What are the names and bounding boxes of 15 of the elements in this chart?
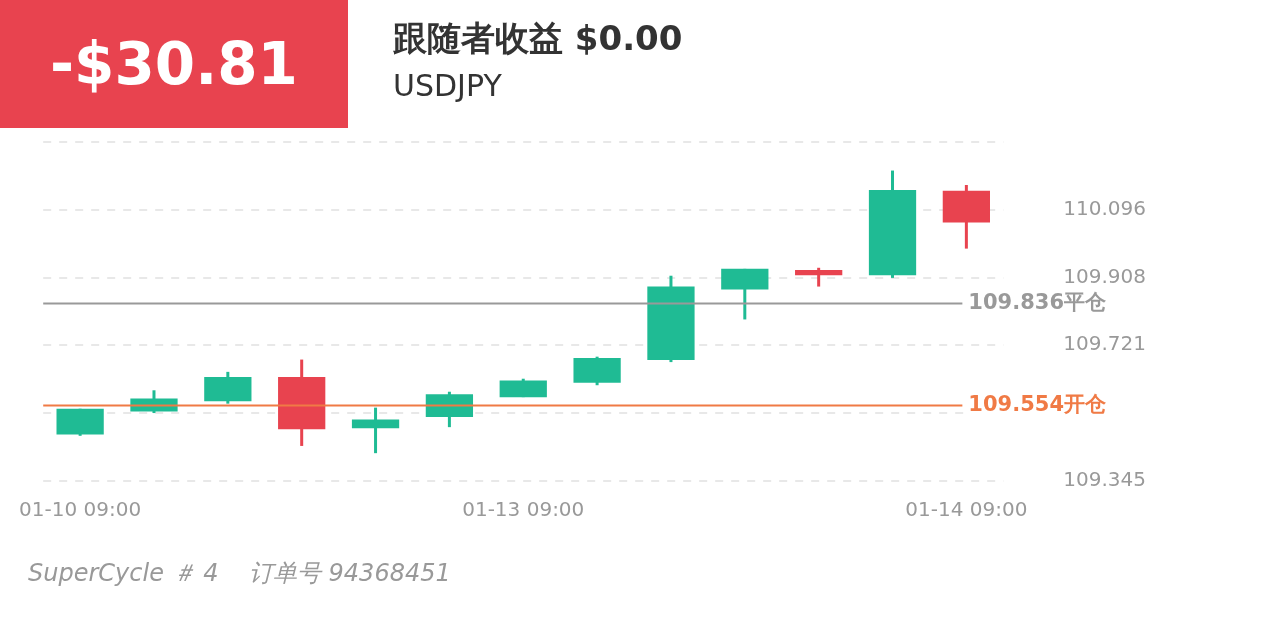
text: SuperCycle ＃ 4 订单号 94368451 xyxy=(28,558,451,589)
candlestick xyxy=(351,407,400,455)
y-tick-label: 110.096 xyxy=(1063,195,1147,220)
y-tick-label: 109.908 xyxy=(1063,263,1147,288)
x-tick-label: 01-14 09:00 xyxy=(905,497,1028,522)
text: -$30.81 xyxy=(0,0,348,128)
ref-line-label: 109.836平仓 xyxy=(968,290,1108,314)
ref-line-label: 109.554开仓 xyxy=(968,391,1108,416)
y-tick-label: 109.345 xyxy=(1063,467,1147,492)
x-tick-label: 01-13 09:00 xyxy=(462,497,585,522)
x-tick-label: 01-10 09:00 xyxy=(19,497,142,522)
candlestick xyxy=(795,266,843,287)
y-tick-label: 109.721 xyxy=(1063,331,1147,356)
chart-title: 跟随者收益 $0.00 xyxy=(393,17,683,60)
chart-subtitle: USDJPY xyxy=(393,68,502,103)
